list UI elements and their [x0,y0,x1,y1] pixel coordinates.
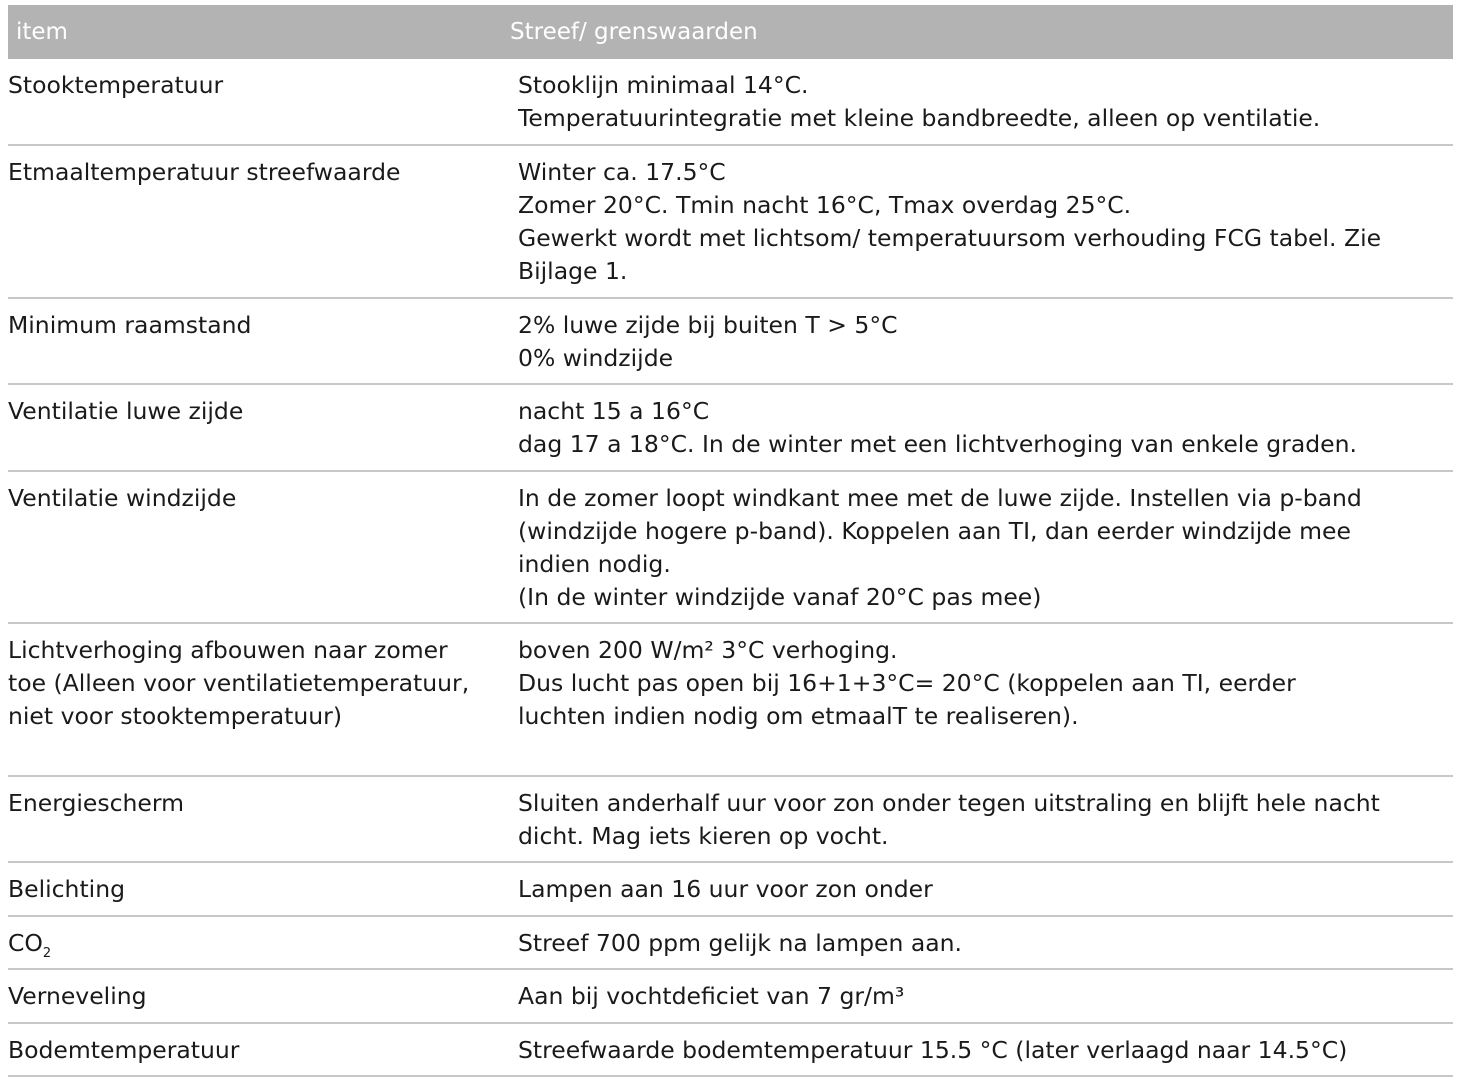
value-text: (windzijde hogere p-band). Koppelen aan … [518,517,1351,545]
row-item: Energiescherm [8,777,518,861]
settings-table: item Streef/ grenswaarden Stooktemperatu… [8,5,1453,1077]
value-text: Streef 700 ppm gelijk na lampen aan. [518,929,962,957]
header-target-values: Streef/ grenswaarden [510,19,758,45]
row-value: Sluiten anderhalf uur voor zon onder teg… [518,777,1453,861]
value-text: Temperatuurintegratie met kleine bandbre… [518,104,1321,132]
row-value: Winter ca. 17.5°C Zomer 20°C. Tmin nacht… [518,146,1453,297]
item-text: Belichting [8,875,126,903]
row-item: Minimum raamstand [8,299,518,383]
table-row: Bodemtemperatuur Streefwaarde bodemtempe… [8,1024,1453,1077]
row-value: In de zomer loopt windkant mee met de lu… [518,472,1453,622]
value-text: Streefwaarde bodemtemperatuur 15.5 °C (l… [518,1036,1348,1064]
value-text: Lampen aan 16 uur voor zon onder [518,875,933,903]
table-row: Stooktemperatuur Stooklijn minimaal 14°C… [8,59,1453,146]
table-header: item Streef/ grenswaarden [8,5,1453,59]
table-row: Ventilatie windzijde In de zomer loopt w… [8,472,1453,624]
value-text: Dus lucht pas open bij 16+1+3°C= 20°C (k… [518,669,1296,697]
value-text: Sluiten anderhalf uur voor zon onder teg… [518,789,1380,817]
row-value: Streefwaarde bodemtemperatuur 15.5 °C (l… [518,1024,1453,1075]
value-text: 0% windzijde [518,344,674,372]
row-item: Stooktemperatuur [8,59,518,144]
table-row: Ventilatie luwe zijde nacht 15 a 16°C da… [8,385,1453,472]
table-row: Lichtverhoging afbouwen naar zomer toe (… [8,624,1453,777]
row-value: Aan bij vochtdeficiet van 7 gr/m³ [518,970,1453,1022]
header-item: item [16,19,68,45]
value-text: dicht. Mag iets kieren op vocht. [518,822,889,850]
value-text: nacht 15 a 16°C [518,397,710,425]
value-text: luchten indien nodig om etmaalT te reali… [518,702,1079,730]
item-text: CO2 [8,927,518,960]
row-item: CO2 [8,917,518,968]
row-value: boven 200 W/m² 3°C verhoging. Dus lucht … [518,624,1453,775]
row-item: Ventilatie windzijde [8,472,518,622]
value-text: Winter ca. 17.5°C [518,158,726,186]
row-item: Lichtverhoging afbouwen naar zomer toe (… [8,624,518,775]
item-text: Ventilatie luwe zijde [8,397,244,425]
value-text: Bijlage 1. [518,257,628,285]
table-row: Belichting Lampen aan 16 uur voor zon on… [8,863,1453,917]
item-text: Etmaaltemperatuur streefwaarde [8,158,401,186]
value-text: In de zomer loopt windkant mee met de lu… [518,484,1362,512]
table-row: Etmaaltemperatuur streefwaarde Winter ca… [8,146,1453,299]
row-item: Etmaaltemperatuur streefwaarde [8,146,518,297]
table-row: Energiescherm Sluiten anderhalf uur voor… [8,777,1453,863]
row-item: Verneveling [8,970,518,1022]
value-text: indien nodig. [518,550,671,578]
row-value: Stooklijn minimaal 14°C. Temperatuurinte… [518,59,1453,144]
table-row: CO2 Streef 700 ppm gelijk na lampen aan. [8,917,1453,970]
value-text: (In de winter windzijde vanaf 20°C pas m… [518,583,1042,611]
value-text: boven 200 W/m² 3°C verhoging. [518,636,898,664]
item-text: Energiescherm [8,789,185,817]
row-value: 2% luwe zijde bij buiten T > 5°C 0% wind… [518,299,1453,383]
item-text: Verneveling [8,982,147,1010]
value-text: 2% luwe zijde bij buiten T > 5°C [518,311,898,339]
row-value: Streef 700 ppm gelijk na lampen aan. [518,917,1453,968]
row-value: nacht 15 a 16°C dag 17 a 18°C. In de win… [518,385,1453,470]
item-text: Minimum raamstand [8,311,252,339]
item-text: Bodemtemperatuur [8,1036,240,1064]
value-text: Aan bij vochtdeficiet van 7 gr/m³ [518,982,905,1010]
co2-label: CO [8,929,43,957]
row-value: Lampen aan 16 uur voor zon onder [518,863,1453,915]
item-text: toe (Alleen voor ventilatietemperatuur, [8,669,470,697]
item-text: Stooktemperatuur [8,71,224,99]
value-text: Zomer 20°C. Tmin nacht 16°C, Tmax overda… [518,191,1132,219]
item-text: niet voor stooktemperatuur) [8,702,343,730]
value-text: Gewerkt wordt met lichtsom/ temperatuurs… [518,224,1382,252]
value-text: dag 17 a 18°C. In de winter met een lich… [518,430,1357,458]
co2-subscript: 2 [42,946,52,961]
value-text: Stooklijn minimaal 14°C. [518,71,809,99]
row-item: Belichting [8,863,518,915]
table-row: Minimum raamstand 2% luwe zijde bij buit… [8,299,1453,385]
table-row: Verneveling Aan bij vochtdeficiet van 7 … [8,970,1453,1024]
item-text: Lichtverhoging afbouwen naar zomer [8,636,448,664]
row-item: Ventilatie luwe zijde [8,385,518,470]
row-item: Bodemtemperatuur [8,1024,518,1075]
item-text: Ventilatie windzijde [8,484,237,512]
